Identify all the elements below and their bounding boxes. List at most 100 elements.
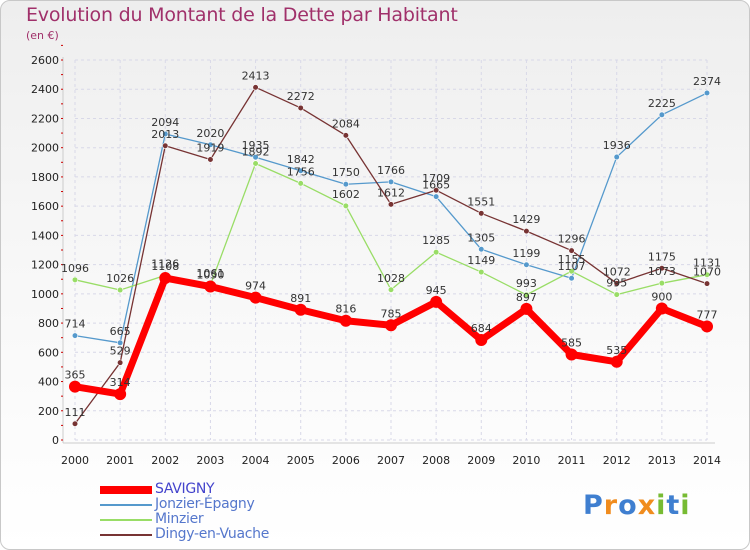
data-point: [520, 302, 533, 315]
x-tick-label: 2008: [422, 454, 450, 467]
data-label: 314: [110, 376, 131, 389]
data-label: 1429: [512, 213, 540, 226]
data-label: 816: [335, 303, 356, 316]
legend-label-savigny: SAVIGNY: [155, 481, 215, 497]
data-label: 1131: [693, 257, 721, 270]
data-point: [71, 420, 79, 427]
y-tick-label: 1200: [31, 259, 59, 272]
data-label: 1919: [196, 142, 224, 155]
data-point: [387, 286, 395, 293]
data-label: 1073: [648, 265, 676, 278]
data-label: 995: [606, 277, 627, 290]
data-label: 2225: [648, 97, 676, 110]
data-point: [339, 314, 352, 327]
data-point: [703, 89, 711, 97]
data-point: [114, 388, 127, 401]
data-label: 1305: [467, 231, 495, 244]
y-tick-label: 200: [38, 405, 59, 418]
y-tick-label: 1600: [31, 200, 59, 213]
data-label: 529: [110, 345, 131, 358]
data-label: 2413: [242, 69, 270, 82]
data-label: 1935: [242, 139, 270, 152]
data-point: [117, 339, 124, 346]
data-label: 1175: [648, 250, 676, 263]
y-tick-label: 2000: [31, 142, 59, 155]
data-label: 665: [110, 325, 131, 338]
legend-swatch-savigny: [100, 486, 152, 494]
data-point: [703, 271, 711, 278]
data-point: [252, 160, 259, 167]
legend-label-jonzier-epagny: Jonzier-Épagny: [155, 496, 255, 512]
data-label: 891: [290, 292, 311, 305]
data-label: 1756: [287, 165, 315, 178]
data-label: 1070: [693, 266, 721, 279]
data-point: [387, 178, 395, 185]
data-point: [387, 201, 395, 208]
label-layer: 365 314 1108 1050 974 891 816 785 945 684 897 585 53…: [61, 69, 721, 418]
data-point: [297, 104, 304, 112]
data-point: [159, 272, 172, 285]
x-tick-label: 2006: [332, 454, 360, 467]
data-label: 1892: [242, 145, 270, 158]
series-layer: [69, 84, 713, 427]
data-point: [658, 111, 665, 118]
proxiti-logo: Proxiti: [583, 490, 691, 521]
data-label: 1126: [151, 257, 179, 270]
y-tick-label: 2600: [31, 54, 59, 67]
chart-title: Evolution du Montant de la Dette par Hab…: [26, 4, 458, 26]
data-label: 785: [381, 307, 402, 320]
y-tick-label: 1000: [31, 288, 59, 301]
data-point: [568, 247, 575, 254]
y-tick-label: 1800: [31, 171, 59, 184]
data-point: [342, 181, 349, 188]
data-point: [610, 355, 623, 368]
data-point: [342, 202, 349, 209]
data-label: 2272: [287, 90, 315, 103]
x-tick-label: 2012: [603, 454, 631, 467]
data-point: [703, 280, 711, 287]
data-point: [162, 142, 169, 149]
x-tick-label: 2005: [287, 454, 315, 467]
data-point: [478, 268, 485, 276]
data-label: 1665: [422, 179, 450, 192]
data-label: 1108: [151, 260, 179, 273]
data-point: [523, 291, 530, 298]
data-label: 1296: [558, 233, 586, 246]
data-label: 1612: [377, 186, 405, 199]
data-point: [433, 193, 440, 200]
x-tick-label: 2009: [467, 454, 495, 467]
data-label: 1155: [558, 253, 586, 266]
data-label: 1766: [377, 164, 405, 177]
y-tick-label: 600: [38, 346, 59, 359]
data-label: 1602: [332, 188, 360, 201]
data-point: [565, 348, 578, 361]
x-tick-label: 2002: [151, 454, 179, 467]
data-label: 1072: [603, 265, 631, 278]
data-label: 2084: [332, 117, 360, 130]
data-label: 1285: [422, 234, 450, 247]
data-point: [568, 275, 575, 282]
legend-swatch-jonzier-epagny: [100, 504, 152, 506]
data-point: [568, 268, 575, 275]
data-label: 1842: [287, 153, 315, 166]
data-point: [523, 261, 530, 268]
data-point: [207, 156, 214, 163]
data-point: [655, 302, 668, 315]
data-point: [613, 153, 620, 161]
x-tick-label: 2010: [512, 454, 540, 467]
data-point: [478, 210, 485, 217]
data-label: 1026: [106, 272, 134, 285]
y-tick-label: 2400: [31, 83, 59, 96]
data-point: [430, 295, 443, 308]
data-label: 1709: [422, 172, 450, 185]
x-tick-label: 2003: [196, 454, 224, 467]
y-tick-label: 2200: [31, 112, 59, 125]
x-tick-label: 2007: [377, 454, 405, 467]
data-point: [162, 130, 169, 138]
axis-layer: 0 200 400 600 800 1000 1200 1400 1600 1800 2000 220…: [31, 44, 721, 467]
data-point: [613, 280, 620, 287]
data-point: [523, 228, 530, 235]
data-point: [433, 187, 440, 194]
data-point: [297, 167, 304, 174]
